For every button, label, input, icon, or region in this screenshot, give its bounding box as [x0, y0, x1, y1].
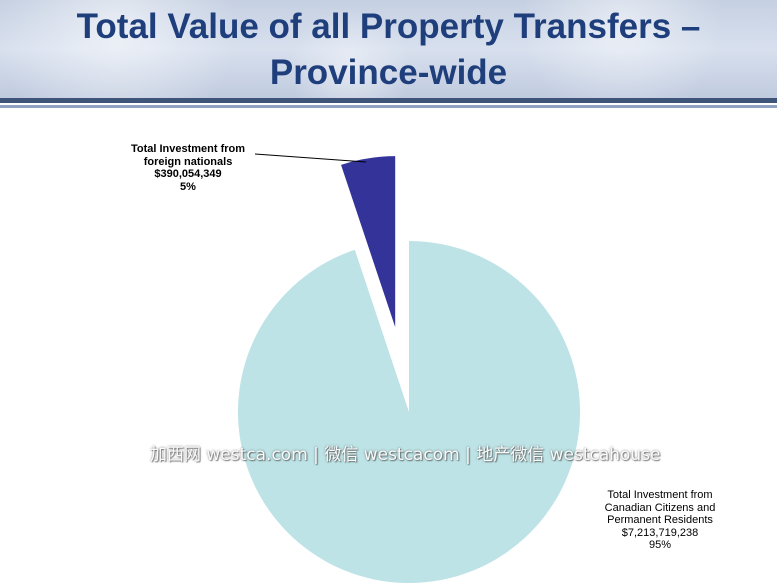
label-foreign-line-2: foreign nationals [143, 155, 233, 168]
data-label-foreign-nationals: Total Investment from foreign nationals … [108, 143, 268, 193]
header-divider-accent [0, 105, 777, 108]
header-banner [0, 0, 777, 98]
label-canadian-value: $7,213,719,238 [621, 526, 699, 539]
title-line-2: Province-wide [269, 53, 508, 92]
label-foreign-line-1: Total Investment from [130, 143, 246, 155]
label-canadian-line-1: Total Investment from [607, 489, 713, 501]
title-line-1: Total Value of all Property Transfers – [76, 7, 701, 46]
label-canadian-line-2: Canadian Citizens and [604, 501, 716, 514]
page-title: Total Value of all Property Transfers – … [0, 4, 777, 96]
leader-line-foreign [254, 153, 367, 163]
data-label-canadian-residents: Total Investment from Canadian Citizens … [590, 489, 730, 552]
label-foreign-percent: 5% [180, 180, 196, 193]
label-canadian-line-3: Permanent Residents [607, 514, 713, 526]
pie-slice-foreign-nationals [341, 156, 396, 328]
header-divider [0, 98, 777, 103]
label-foreign-value: $390,054,349 [154, 168, 222, 180]
watermark: 加西网 westca.com | 微信 westcacom | 地产微信 wes… [150, 445, 661, 465]
label-canadian-percent: 95% [648, 539, 672, 551]
pie-slice-canadian-residents [237, 241, 580, 583]
